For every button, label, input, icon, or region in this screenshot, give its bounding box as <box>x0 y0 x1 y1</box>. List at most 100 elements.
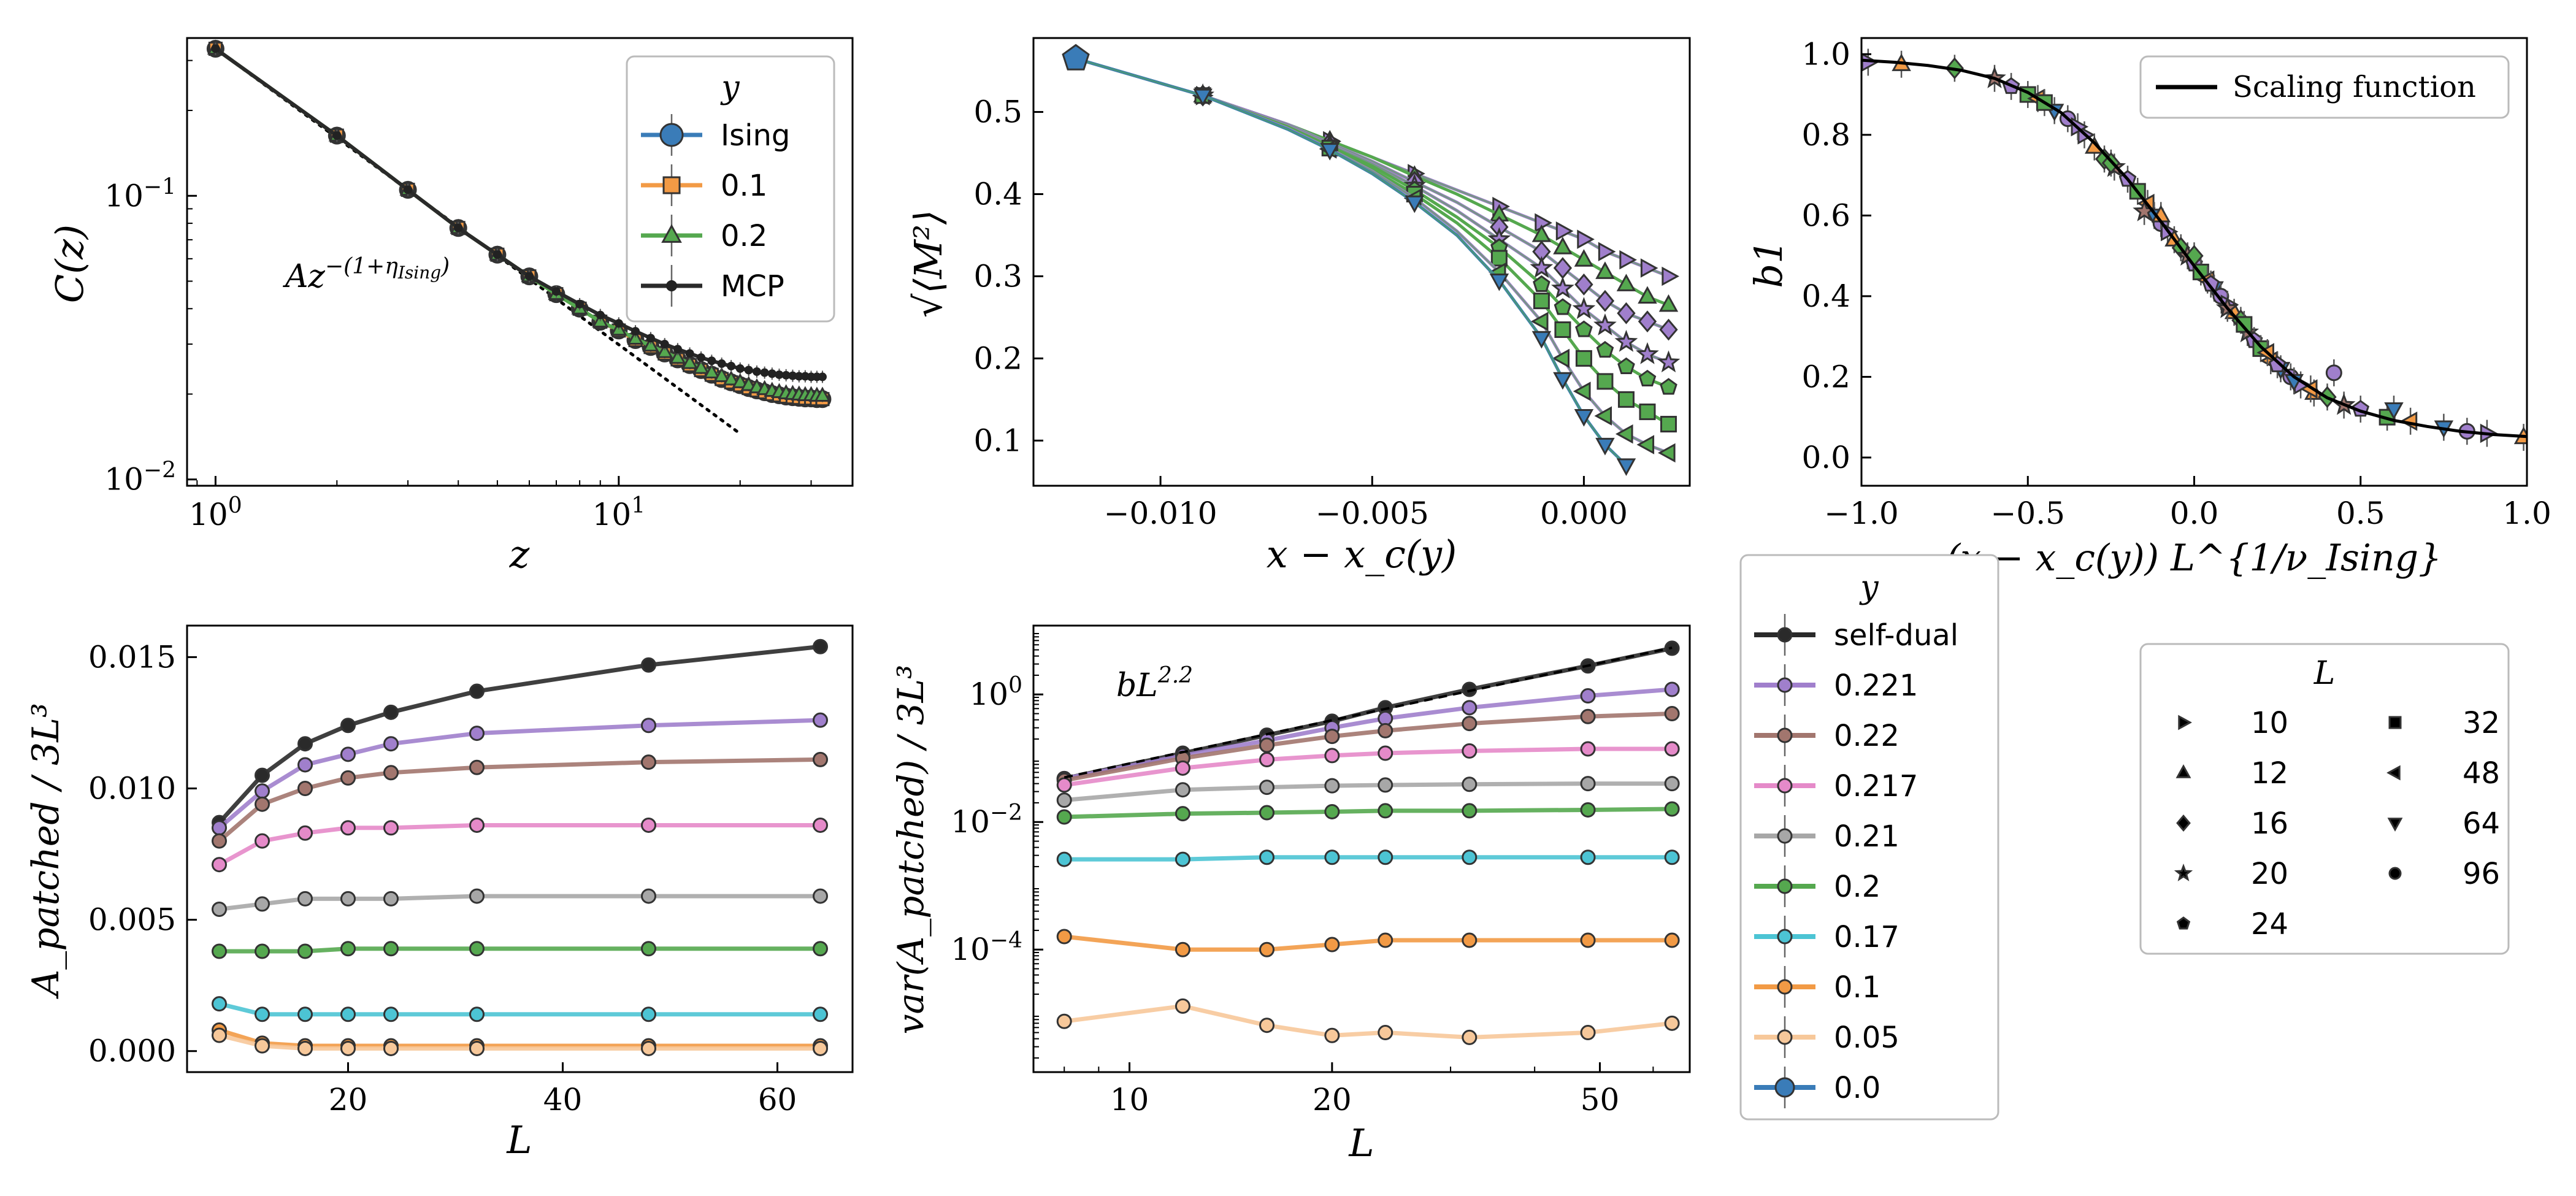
y-tick-label: 0.2 <box>1801 359 1850 394</box>
legend-label: 20 <box>2251 857 2288 891</box>
legend-marker <box>2388 867 2402 880</box>
series-L10-point <box>1598 242 1616 261</box>
series-MCP-point <box>735 364 745 373</box>
series-L64-point <box>1193 88 1213 107</box>
series-L32-point <box>1575 350 1592 367</box>
series-L10-point <box>1535 213 1552 233</box>
series-self-dual-point <box>641 657 656 673</box>
x-axis-label: z <box>509 532 530 577</box>
series-0.21-point <box>1259 780 1275 795</box>
series-0.221-point <box>469 726 485 742</box>
series-0.21-point <box>469 888 485 904</box>
series-0.221-line <box>218 718 821 830</box>
panel-top-right: −1.0 −0.5 0.0 0.5 1.0 0.0 0.2 0.4 0.6 0.8 1.0 Scali… <box>1746 36 2551 580</box>
series-L20-point <box>1636 342 1659 364</box>
series-0.17-point <box>1580 849 1596 865</box>
legend-label: 0.05 <box>1834 1021 1899 1055</box>
legend-marker <box>2388 716 2402 729</box>
series-0.2-point <box>732 373 749 388</box>
y-tick-label: 0.3 <box>973 258 1022 294</box>
legend-title: y <box>1859 569 1879 606</box>
series-0.2-point <box>297 943 313 959</box>
series-0.221-point <box>1664 681 1680 697</box>
series-MCP-point <box>717 359 726 368</box>
series-MCP-point <box>551 287 561 296</box>
series-0.22-point <box>1378 723 1393 738</box>
series-MCP-point <box>788 371 797 380</box>
series-L20-point <box>1572 297 1596 320</box>
series-L32-point <box>1639 403 1656 420</box>
series-MCP-point <box>760 368 769 377</box>
series-0.217-point <box>1378 745 1393 761</box>
series-0.2-point <box>469 941 485 957</box>
series-0.05-point <box>1324 1027 1340 1043</box>
legend-box <box>2139 55 2510 119</box>
series-MCP-point <box>673 345 682 354</box>
y-tick-label: 10−2 <box>951 800 1022 840</box>
x-tick-label: −0.010 <box>1104 496 1217 531</box>
series-MCP-point <box>575 299 585 309</box>
series-L48-point <box>1530 312 1549 331</box>
legend-label: 0.2 <box>1834 870 1880 904</box>
series-0.05-point <box>1664 1015 1680 1031</box>
series-L16-point <box>1659 318 1678 341</box>
y-tick-label: 10−4 <box>951 928 1022 967</box>
series-0.22-point <box>1259 737 1275 753</box>
scatter-point <box>2325 364 2342 381</box>
series-0.22-line <box>1064 711 1673 783</box>
legend-marker <box>2176 814 2191 832</box>
legend-marker <box>1777 979 1793 995</box>
series-0.2-point <box>814 386 831 402</box>
series-self-dual-point <box>1462 681 1478 697</box>
series-L16-point <box>1617 302 1636 324</box>
series-L64-point <box>1574 409 1594 427</box>
legend-top-right: Scaling function <box>2139 55 2510 119</box>
series-0.17-point <box>1664 849 1680 865</box>
y-tick-label: 0.010 <box>88 771 176 807</box>
series-0.2-point <box>340 941 356 957</box>
series-L48-point <box>1636 435 1655 454</box>
legend-marker <box>2175 764 2191 778</box>
series-L24-point <box>1554 298 1572 315</box>
x-tick-label: 40 <box>543 1082 583 1117</box>
series-L12-point <box>1638 286 1657 304</box>
series-0.05-point <box>1378 1025 1393 1041</box>
series-0.1-point <box>1462 932 1478 948</box>
series-L64-point <box>1531 331 1552 349</box>
series-0.217-point <box>1580 741 1596 757</box>
legend-label: 64 <box>2463 807 2500 841</box>
legend-label: 32 <box>2463 706 2500 740</box>
series-MCP-point <box>404 185 413 194</box>
series-L10-point <box>1619 250 1637 270</box>
series-L16-point <box>1553 257 1573 279</box>
series-0.1-point <box>1259 941 1275 957</box>
power-law-fit-line <box>1064 646 1673 779</box>
series-0.17-point <box>641 1006 656 1022</box>
series-0.2-point <box>627 329 644 345</box>
axes-frame <box>1032 624 1691 1073</box>
series-0.2-point <box>1378 803 1393 819</box>
series-L10-point <box>1640 258 1658 278</box>
series-MCP-point <box>596 310 605 320</box>
series-MCP-point <box>707 356 716 366</box>
series-0.2-point <box>723 370 740 386</box>
legend-marker <box>2178 715 2192 730</box>
series-0.21-point <box>1324 778 1340 794</box>
series-0.05-point <box>212 1027 227 1043</box>
series-0.217-point <box>813 817 828 833</box>
series-0.22-point <box>212 833 227 849</box>
legend-marker <box>1777 878 1793 894</box>
x-tick-label: −0.005 <box>1316 496 1429 531</box>
legend-label: 0.2 <box>721 219 767 253</box>
x-tick-label: 101 <box>592 493 646 532</box>
series-0.2-point <box>1056 809 1072 825</box>
legend-box <box>2139 643 2510 955</box>
series-L48-point <box>1552 348 1570 369</box>
series-0.1-point <box>1580 932 1596 948</box>
y-tick-label: 0.015 <box>88 639 176 675</box>
series-0.05-point <box>641 1040 656 1056</box>
series-0.21-point <box>1056 792 1072 808</box>
series-0.22-point <box>1462 716 1478 732</box>
series-0.2-point <box>1259 805 1275 821</box>
